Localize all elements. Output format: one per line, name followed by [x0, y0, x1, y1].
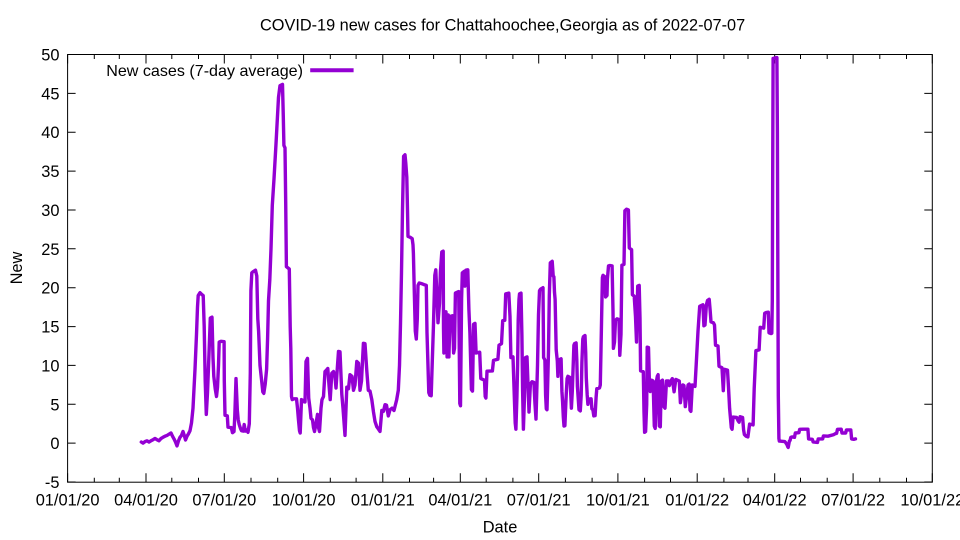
- svg-text:25: 25: [41, 241, 59, 259]
- svg-text:New cases (7-day average): New cases (7-day average): [106, 62, 303, 80]
- svg-text:30: 30: [41, 202, 59, 220]
- svg-text:COVID-19 new cases for Chattah: COVID-19 new cases for Chattahoochee,Geo…: [260, 17, 745, 35]
- svg-text:01/01/21: 01/01/21: [351, 491, 415, 509]
- svg-text:07/01/22: 07/01/22: [821, 491, 885, 509]
- svg-text:07/01/21: 07/01/21: [507, 491, 571, 509]
- svg-text:35: 35: [41, 163, 59, 181]
- svg-text:Date: Date: [483, 518, 518, 536]
- svg-text:10: 10: [41, 357, 59, 375]
- svg-text:01/01/22: 01/01/22: [665, 491, 729, 509]
- svg-text:5: 5: [50, 396, 59, 414]
- svg-text:10/01/20: 10/01/20: [272, 491, 336, 509]
- svg-text:04/01/21: 04/01/21: [428, 491, 492, 509]
- svg-text:10/01/22: 10/01/22: [900, 491, 960, 509]
- svg-text:04/01/20: 04/01/20: [114, 491, 178, 509]
- svg-text:01/01/20: 01/01/20: [36, 491, 100, 509]
- svg-text:New: New: [8, 251, 26, 284]
- svg-text:40: 40: [41, 124, 59, 142]
- svg-text:-5: -5: [45, 474, 60, 492]
- svg-text:15: 15: [41, 319, 59, 337]
- svg-text:10/01/21: 10/01/21: [586, 491, 650, 509]
- svg-text:50: 50: [41, 47, 59, 65]
- svg-text:04/01/22: 04/01/22: [743, 491, 807, 509]
- svg-text:45: 45: [41, 85, 59, 103]
- svg-text:0: 0: [50, 435, 59, 453]
- svg-text:20: 20: [41, 280, 59, 298]
- svg-text:07/01/20: 07/01/20: [192, 491, 256, 509]
